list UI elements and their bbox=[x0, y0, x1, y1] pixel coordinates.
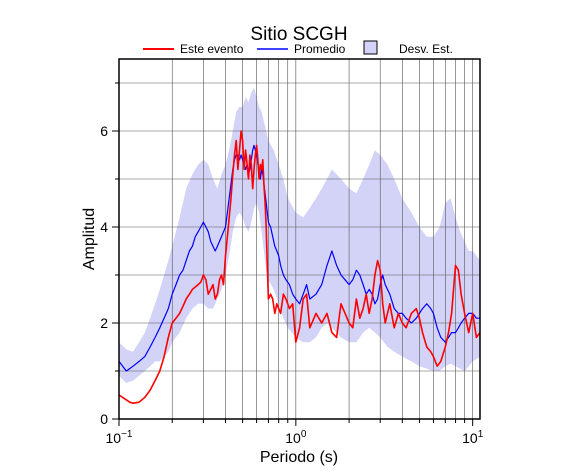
std-band-layer bbox=[119, 87, 480, 384]
y-tick-label: 2 bbox=[100, 315, 108, 331]
x-axis-title: Periodo (s) bbox=[260, 449, 338, 466]
legend-mean-label: Promedio bbox=[294, 42, 346, 56]
grid-layer bbox=[119, 59, 480, 419]
std-deviation-band bbox=[119, 87, 480, 384]
y-tick-label: 4 bbox=[100, 219, 108, 235]
plot-frame bbox=[118, 58, 481, 420]
y-tick-label: 6 bbox=[100, 123, 108, 139]
series-layer bbox=[118, 130, 481, 405]
axis-ticks bbox=[112, 82, 474, 426]
chart-title: Sitio SCGH bbox=[250, 24, 347, 45]
y-axis-title: Amplitud bbox=[81, 208, 98, 270]
mean-series-line bbox=[118, 144, 480, 372]
y-tick-labels: 0 2 4 6 bbox=[100, 123, 108, 427]
legend-event-label: Este evento bbox=[180, 42, 244, 56]
x-tick-label: 100 bbox=[285, 429, 307, 446]
y-tick-label: 0 bbox=[100, 411, 108, 427]
legend-band-label: Desv. Est. bbox=[399, 42, 453, 56]
x-tick-label: 101 bbox=[462, 429, 484, 446]
x-tick-label: 10−1 bbox=[106, 429, 133, 446]
event-series-line bbox=[118, 130, 481, 405]
chart-legend: Este evento Promedio Desv. Est. bbox=[143, 40, 453, 56]
legend-band-swatch bbox=[363, 40, 378, 55]
x-tick-labels: 10−1 100 101 bbox=[106, 429, 484, 446]
